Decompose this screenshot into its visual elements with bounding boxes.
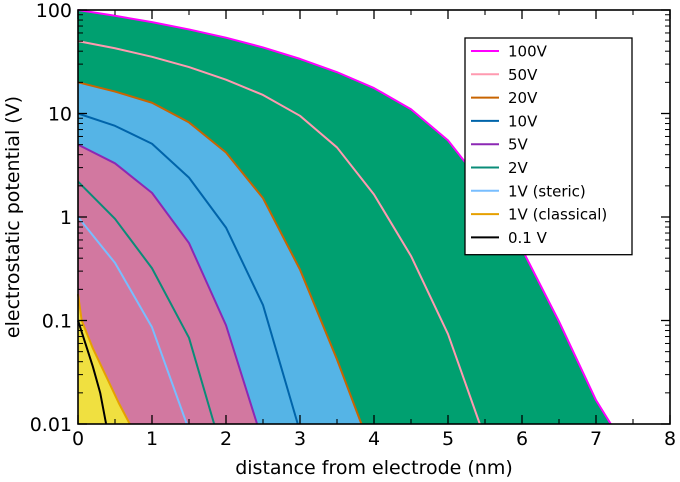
y-axis-ticks: 0.01 0.1 1 10 100 bbox=[30, 0, 670, 436]
legend-label-0-1-v: 0.1 V bbox=[508, 229, 548, 247]
series-line-2v bbox=[77, 180, 216, 425]
y-axis-label: electrostatic potential (V) bbox=[2, 96, 24, 338]
y-tick-label: 100 bbox=[36, 0, 72, 22]
series-line-5v bbox=[77, 143, 259, 425]
legend-label-20v: 20V bbox=[508, 89, 538, 107]
series-line-10v bbox=[77, 112, 299, 425]
legend-label-1v-classical: 1V (classical) bbox=[508, 206, 607, 224]
x-axis-label: distance from electrode (nm) bbox=[235, 457, 513, 479]
x-tick-label: 8 bbox=[664, 428, 676, 450]
area-fills bbox=[78, 10, 611, 424]
legend-label-50v: 50V bbox=[508, 66, 538, 84]
series-line-1v-classical bbox=[77, 293, 131, 425]
y-tick-label: 0.01 bbox=[30, 414, 72, 436]
x-tick-label: 4 bbox=[368, 428, 380, 450]
y-tick-label: 10 bbox=[48, 104, 72, 126]
series-line-1v-steric bbox=[77, 216, 188, 425]
legend-label-1v-steric: 1V (steric) bbox=[508, 182, 586, 200]
legend-label-5v: 5V bbox=[508, 136, 529, 154]
legend: 100V 50V 20V 10V 5V 2V 1V (steric) 1V (classica… bbox=[464, 37, 633, 256]
series-line-100v bbox=[77, 9, 612, 425]
legend-label-100v: 100V bbox=[508, 43, 548, 61]
x-tick-label: 2 bbox=[220, 428, 232, 450]
series-line-50v bbox=[77, 40, 481, 425]
series-lines bbox=[77, 9, 612, 425]
x-tick-label: 6 bbox=[516, 428, 528, 450]
x-axis-ticks: 0 1 2 3 4 5 6 7 8 bbox=[72, 10, 676, 450]
x-tick-label: 0 bbox=[72, 428, 84, 450]
area-fill-1v-classical bbox=[78, 294, 130, 424]
y-tick-label: 1 bbox=[60, 207, 72, 229]
series-line-0-1-v bbox=[77, 320, 108, 425]
y-tick-label: 0.1 bbox=[42, 311, 72, 333]
series-line-20v bbox=[77, 81, 363, 425]
legend-label-2v: 2V bbox=[508, 159, 529, 177]
x-tick-label: 3 bbox=[294, 428, 306, 450]
x-tick-label: 1 bbox=[146, 428, 158, 450]
x-tick-label: 7 bbox=[590, 428, 602, 450]
area-fill-5v bbox=[78, 144, 258, 424]
x-tick-label: 5 bbox=[442, 428, 454, 450]
legend-label-10v: 10V bbox=[508, 112, 538, 130]
